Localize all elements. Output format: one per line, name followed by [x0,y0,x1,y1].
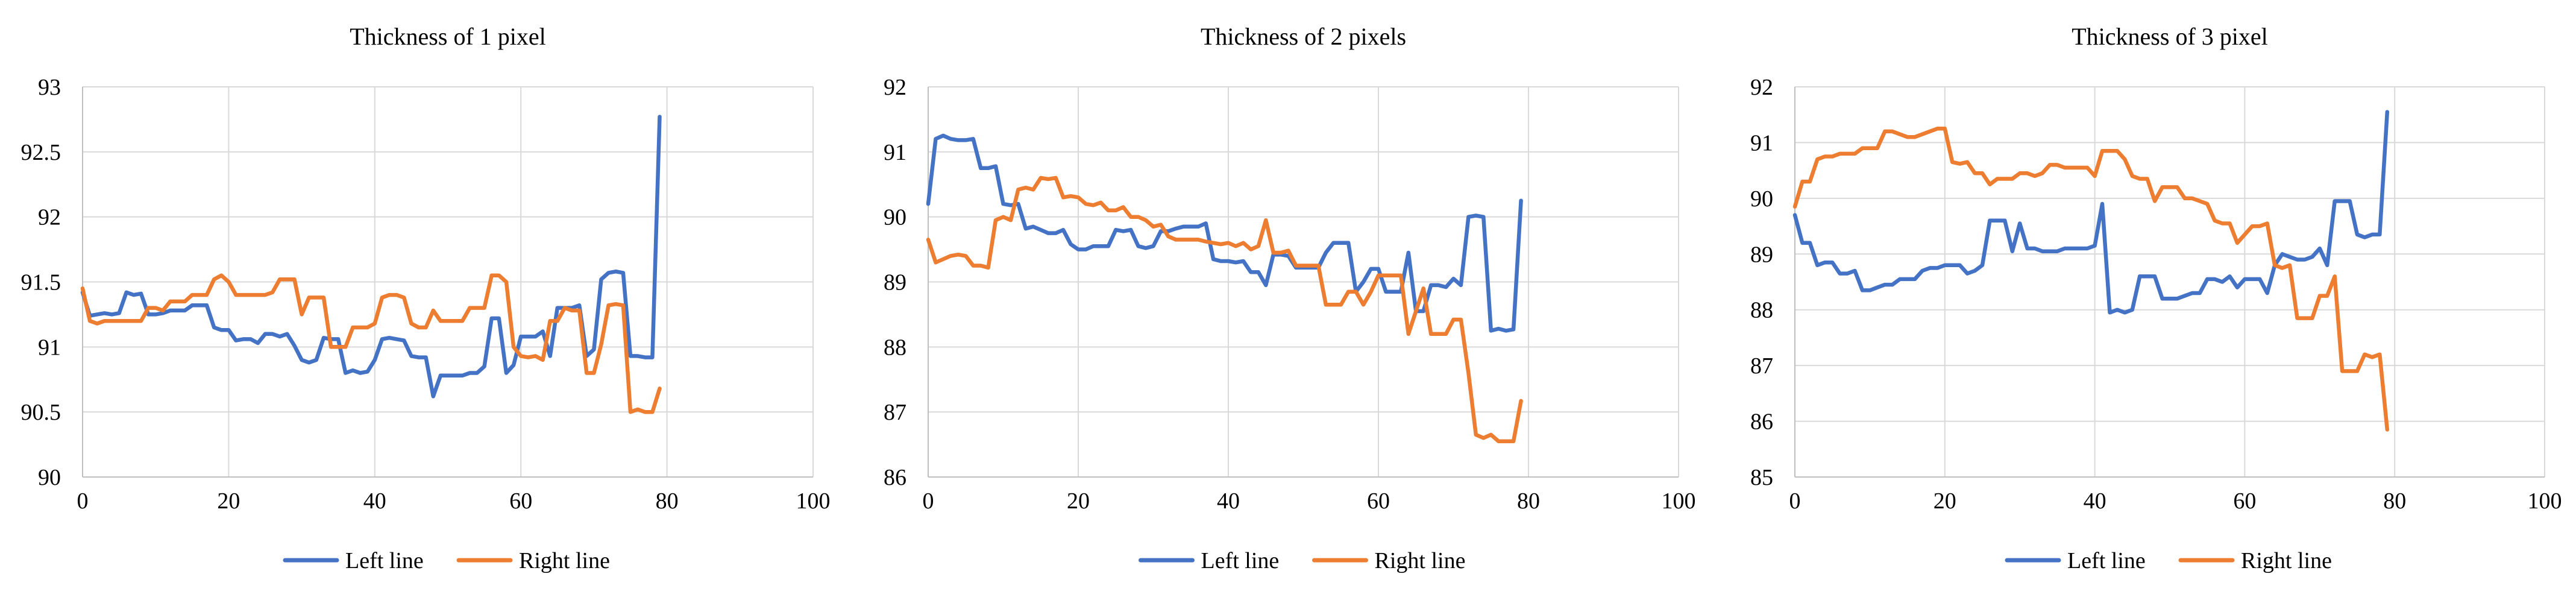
chart-thickness-1-pixel: Thickness of 1 pixel 90 90.5 91 91.5 92 92.5 93… [21,23,831,573]
y-tick-label: 92 [884,75,906,100]
x-tick-label: 80 [656,488,679,514]
x-tick-label: 0 [923,488,934,514]
chart-title: Thickness of 3 pixel [2072,23,2268,50]
y-tick-label: 90.5 [21,400,61,425]
y-tick-label: 91 [884,140,906,165]
series-right-line [80,273,662,414]
y-tick-label: 88 [884,335,906,360]
x-tick-label: 80 [1517,488,1540,514]
chart-title: Thickness of 2 pixels [1201,23,1406,50]
chart-thickness-2-pixels: Thickness of 2 pixels 86 87 88 89 90 91 92 0 20 40… [884,23,1696,573]
y-tick-label: 89 [884,270,906,295]
legend-item: Left line [1139,548,1280,573]
legend-label: Left line [1201,548,1280,573]
chart-thickness-3-pixel: Thickness of 3 pixel 85 86 87 88 89 90 91 92 0 20 4… [1750,23,2562,573]
y-tick-label: 90 [1750,186,1773,212]
series-line [926,133,1523,333]
y-tick-label: 87 [1750,353,1773,379]
series-right-line [1792,127,2390,432]
series-line [1792,127,2390,432]
y-tick-label: 92 [38,205,61,230]
x-tick-label: 80 [2383,488,2406,514]
x-tick-label: 60 [1367,488,1390,514]
y-tick-label: 86 [884,465,906,490]
legend-item: Right line [2178,548,2332,573]
y-tick-label: 90 [884,205,906,230]
y-tick-label: 91 [38,335,61,360]
y-tick-label: 93 [38,75,61,100]
x-tick-label: 0 [77,488,89,514]
series-left-line [1792,110,2390,315]
y-tick-label: 88 [1750,298,1773,323]
series-line [1792,110,2390,315]
x-tick-label: 60 [2233,488,2256,514]
y-tick-label: 89 [1750,242,1773,267]
y-tick-label: 90 [38,465,61,490]
legend-item: Left line [283,548,424,573]
x-tick-label: 40 [2084,488,2106,514]
x-tick-label: 40 [363,488,386,514]
series-left-line [926,133,1523,333]
legend-item: Right line [1312,548,1466,573]
legend-label: Right line [519,548,610,573]
x-tick-label: 100 [796,488,831,514]
x-tick-label: 40 [1217,488,1240,514]
chart-title: Thickness of 1 pixel [350,23,546,50]
series-left-line [80,115,662,399]
y-tick-label: 92.5 [21,140,61,165]
y-tick-label: 91.5 [21,270,61,295]
x-tick-label: 0 [1789,488,1801,514]
series-line [926,175,1523,443]
x-tick-label: 100 [1662,488,1696,514]
series-line [80,115,662,399]
legend-label: Right line [1375,548,1466,573]
series-line [80,273,662,414]
y-tick-label: 87 [884,400,906,425]
y-tick-label: 86 [1750,409,1773,435]
legend-item: Left line [2005,548,2146,573]
x-tick-label: 60 [509,488,532,514]
series-right-line [926,175,1523,443]
y-tick-label: 91 [1750,130,1773,156]
y-tick-label: 92 [1750,75,1773,100]
legend-label: Left line [345,548,424,573]
x-tick-label: 20 [1067,488,1090,514]
x-tick-label: 100 [2528,488,2562,514]
x-tick-label: 20 [217,488,240,514]
legend-label: Left line [2067,548,2146,573]
legend-label: Right line [2241,548,2332,573]
y-tick-label: 85 [1750,465,1773,490]
legend-item: Right line [456,548,610,573]
x-tick-label: 20 [1934,488,1956,514]
